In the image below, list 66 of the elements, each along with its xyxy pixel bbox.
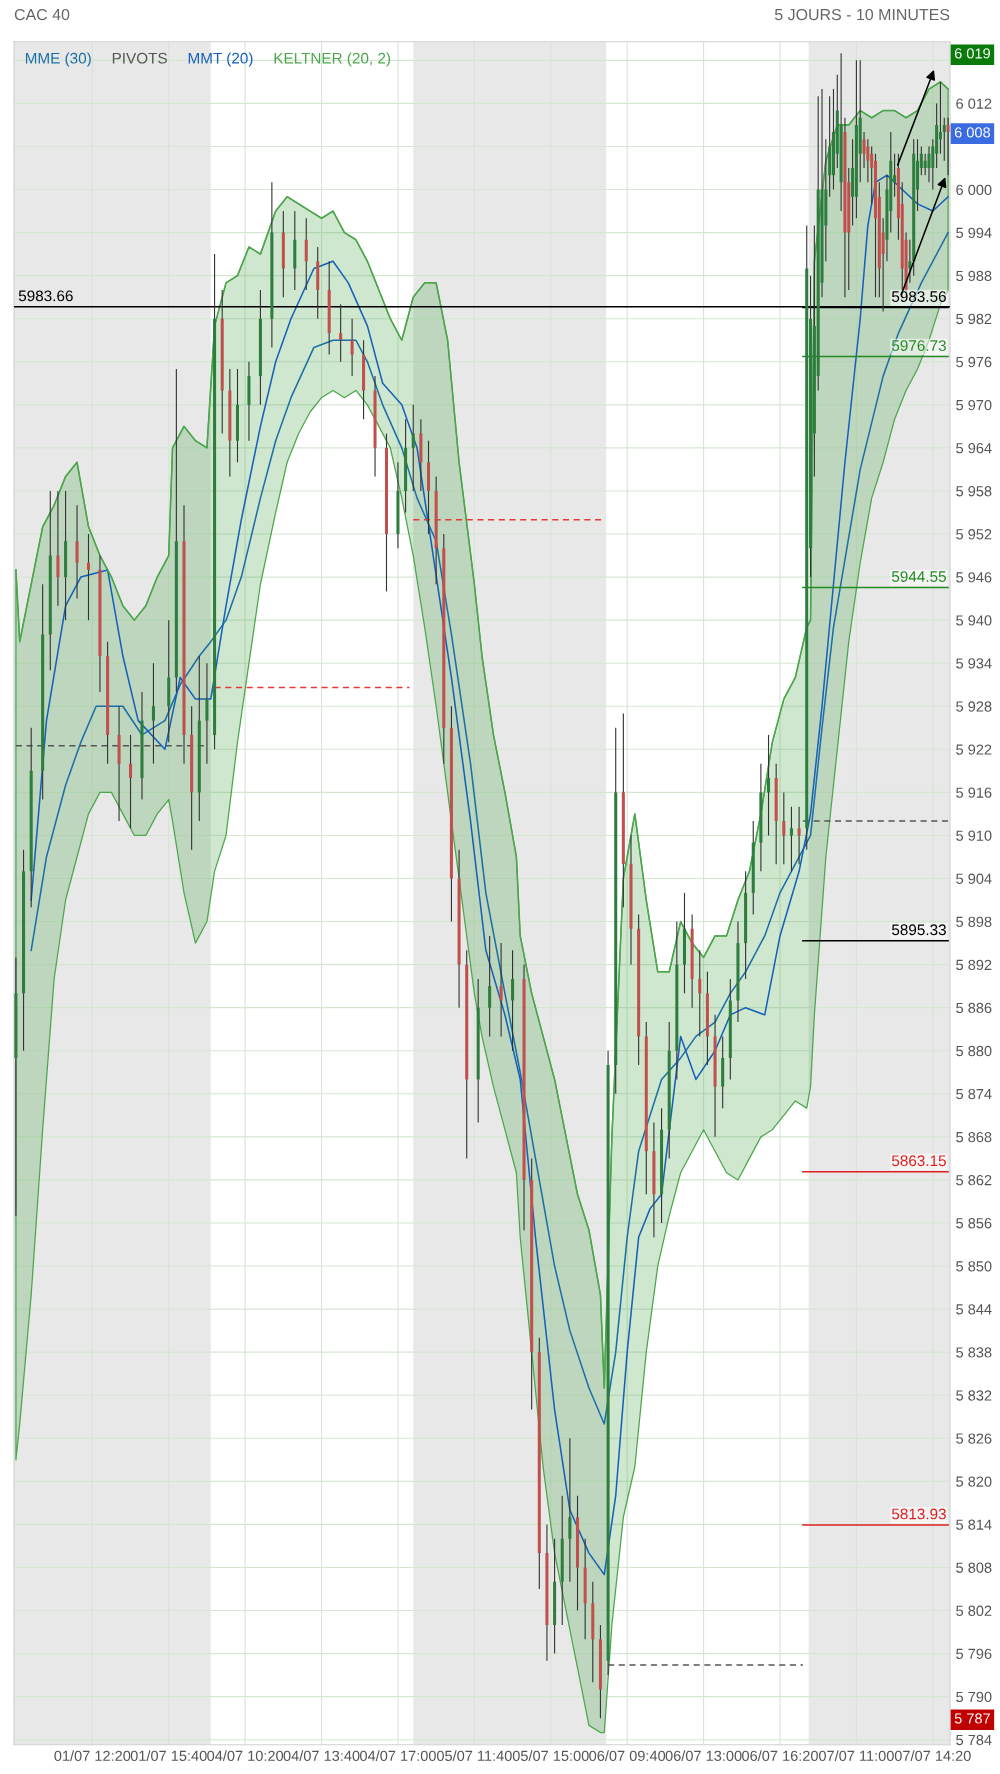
y-tick-label: 5 916 [956,787,992,798]
y-tick-label: 5 856 [956,1218,992,1229]
text: MME (30) [25,52,91,67]
y-tick-label: 5 898 [956,916,992,927]
y-tick-label: 5 790 [956,1691,992,1703]
x-tick-label: 06/07 16:20 [742,1750,818,1761]
series-label: 5944.55 [891,571,946,582]
y-tick-label: 5 976 [956,356,992,368]
y-tick-label: 5 994 [956,227,992,239]
y-tick-label: 5 796 [956,1648,992,1660]
series-label: 5895.33 [891,924,946,936]
series-label: 5976.73 [891,340,946,351]
y-tick-label: 5 802 [956,1605,992,1616]
series-label: 5813.93 [891,1508,946,1520]
y-tick-label: 5 862 [956,1175,992,1186]
x-tick-label: 04/07 13:40 [283,1750,360,1761]
y-tick-label: 5 832 [956,1390,992,1401]
x-tick-label: 04/07 10:20 [207,1750,284,1761]
ref-line-label: 5983.66 [18,290,73,302]
y-tick-label: 5 910 [956,830,992,841]
y-tick-label: 5 904 [956,873,992,884]
y-tick-label: 5 958 [956,486,992,497]
y-tick-label: 5 928 [956,701,992,712]
x-tick-label: 01/07 15:40 [130,1750,207,1761]
y-tick-label: 5 820 [956,1476,992,1487]
x-tick-label: 07/07 11:00 [818,1750,894,1761]
y-tick-label: 5 784 [956,1734,992,1746]
text: MMT (20) [188,52,253,67]
y-tick-label: 5 814 [956,1519,992,1530]
y-tick-label: 5 934 [956,658,992,669]
y-tick-label: 6 000 [956,184,992,195]
chart-subtitle: 5 JOURS - 10 MINUTES [774,8,950,21]
y-tick-label: 5 886 [956,1002,992,1014]
y2-tick-label: 6 008 [954,127,991,138]
y-tick-label: 5 826 [956,1433,992,1444]
x-tick-label: 06/07 09:40 [589,1750,666,1761]
y2-tick-label: 6 019 [954,48,990,59]
y-tick-label: 5 970 [956,399,992,411]
x-tick-label: 05/07 15:00 [512,1750,589,1761]
x-tick-label: 01/07 12:20 [54,1750,131,1761]
y-tick-label: 5 982 [956,313,992,325]
y-tick-label: 5 940 [956,615,992,626]
chart-title: CAC 40 [14,8,70,21]
x-tick-label: 05/07 11:40 [436,1750,512,1761]
y-tick-label: 5 880 [956,1045,992,1057]
y-tick-label: 5 868 [956,1131,992,1143]
series-label: 5863.15 [891,1155,946,1167]
text: KELTNER (20, 2) [274,52,391,67]
x-tick-label: 06/07 13:00 [665,1750,742,1761]
y-tick-label: 5 946 [956,572,992,583]
y-tick-label: 5 892 [956,959,992,971]
y2-tick-label: 5 787 [954,1713,990,1724]
y-tick-label: 5 808 [956,1562,992,1573]
y-tick-label: 5 874 [956,1088,992,1100]
series-label: 5983.56 [891,291,946,302]
x-tick-label: 04/07 17:00 [360,1750,436,1761]
y-tick-label: 5 922 [956,744,992,755]
y-tick-label: 5 844 [956,1304,992,1315]
y-tick-label: 6 012 [956,98,992,109]
y-tick-label: 5 850 [956,1261,992,1272]
y-tick-label: 5 964 [956,442,992,454]
y-tick-label: 5 988 [956,270,992,282]
x-tick-label: 07/07 14:20 [894,1750,971,1761]
text: PIVOTS [112,52,167,64]
y-tick-label: 5 952 [956,529,992,540]
y-tick-label: 5 838 [956,1347,992,1358]
